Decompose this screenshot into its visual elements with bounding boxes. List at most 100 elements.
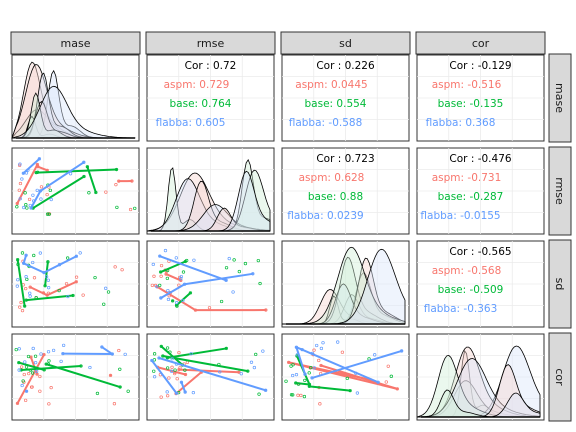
data-point <box>95 391 100 396</box>
data-point <box>24 203 28 207</box>
corr-flabba: flabba: 0.368 <box>426 117 496 129</box>
data-point <box>23 191 27 195</box>
data-point <box>93 275 97 280</box>
data-point <box>312 366 316 370</box>
data-point <box>303 378 307 383</box>
data-point <box>179 274 183 279</box>
data-point <box>151 262 155 267</box>
corr-aspm: aspm: -0.731 <box>432 172 502 184</box>
data-point <box>165 366 170 370</box>
fit-line <box>16 258 26 308</box>
data-point <box>170 357 174 361</box>
data-point <box>252 365 257 370</box>
data-point <box>29 385 34 389</box>
fit-line <box>32 175 86 210</box>
data-point <box>39 197 43 201</box>
data-point <box>296 393 300 397</box>
data-point <box>163 248 168 253</box>
corr-aspm: aspm: -0.568 <box>432 265 502 277</box>
data-point <box>170 299 175 303</box>
fit-line <box>36 165 49 172</box>
panel-sd-cor: Cor : -0.565 aspm: -0.568 base: -0.509 flab… <box>416 240 545 328</box>
data-point <box>158 283 162 288</box>
strip-right-mase <box>548 53 572 143</box>
data-point <box>218 370 222 374</box>
data-point <box>284 379 288 383</box>
data-point <box>17 368 21 372</box>
corr-flabba: flabba: -0.588 <box>289 117 363 129</box>
fit-line <box>295 346 306 376</box>
corr-base: base: -0.509 <box>438 284 504 296</box>
data-point <box>16 278 20 282</box>
data-point <box>22 205 26 210</box>
fit-line <box>295 346 380 384</box>
corr-flabba: flabba: 0.605 <box>156 117 226 129</box>
density-curve <box>146 172 271 232</box>
data-point <box>18 162 22 166</box>
data-point <box>174 256 178 260</box>
strip-top-label: rmse <box>197 37 225 50</box>
data-point <box>20 383 24 388</box>
fit-line <box>178 368 240 374</box>
data-point <box>88 365 92 370</box>
data-point <box>48 188 52 193</box>
data-point <box>31 193 35 197</box>
fit-line <box>16 353 45 405</box>
data-point <box>117 348 121 353</box>
data-point <box>165 346 170 350</box>
data-point <box>46 278 50 282</box>
data-point <box>26 354 31 359</box>
fit-line <box>183 272 254 286</box>
data-point <box>47 212 51 216</box>
data-point <box>170 365 174 369</box>
fit-line <box>100 346 114 356</box>
data-point <box>30 371 35 375</box>
data-point <box>192 258 196 262</box>
panel-mase-sd: Cor : 0.226 aspm: 0.0445 base: 0.554 flabba… <box>281 54 410 142</box>
data-point <box>32 276 37 280</box>
data-point <box>17 188 21 192</box>
strip-right-label: sd <box>553 278 566 291</box>
data-point <box>373 353 377 357</box>
data-point <box>231 290 235 294</box>
data-point <box>24 275 28 279</box>
fit-line <box>42 255 78 274</box>
data-point <box>207 306 212 310</box>
data-point <box>318 402 322 406</box>
strip-right-label: cor <box>553 368 566 386</box>
data-point <box>166 394 170 398</box>
data-point <box>114 183 118 187</box>
corr-aspm: aspm: -0.516 <box>432 79 502 91</box>
data-point <box>104 286 108 290</box>
strip-top-mase <box>10 31 141 55</box>
data-point <box>165 390 169 394</box>
data-point <box>257 392 261 396</box>
strip-right-sd <box>548 239 572 329</box>
corr-flabba: flabba: -0.0155 <box>420 210 500 222</box>
data-point <box>258 281 262 286</box>
data-point <box>31 260 35 265</box>
data-point <box>38 251 42 255</box>
data-point <box>102 302 106 306</box>
data-point <box>32 253 36 258</box>
data-point <box>177 350 181 355</box>
data-point <box>128 207 133 212</box>
data-point <box>15 284 19 288</box>
panel-cor-cor <box>416 333 545 421</box>
data-point <box>78 251 82 255</box>
data-point <box>46 286 51 290</box>
data-point <box>46 350 51 354</box>
data-point <box>183 368 187 372</box>
fit-line <box>156 366 187 376</box>
data-point <box>17 347 21 351</box>
corr-overall: Cor : 0.723 <box>316 153 374 165</box>
data-point <box>18 197 22 201</box>
fit-line <box>311 349 403 379</box>
data-point <box>291 373 295 378</box>
data-point <box>112 402 117 406</box>
data-point <box>31 346 35 351</box>
data-point <box>45 212 50 216</box>
data-point <box>133 206 137 211</box>
strip-right-rmse <box>548 146 572 236</box>
